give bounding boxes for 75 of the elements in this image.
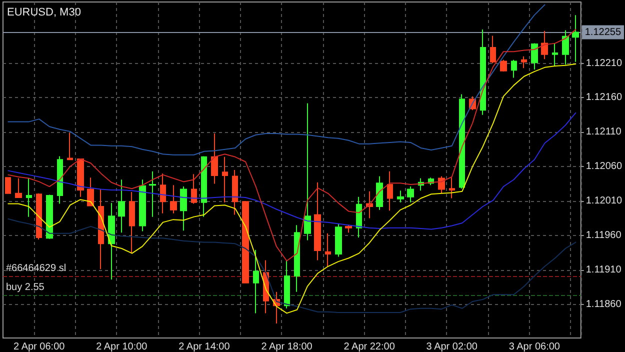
candlestick <box>438 176 445 194</box>
candlestick <box>397 190 404 203</box>
y-tick-label: 1.11860 <box>586 298 622 310</box>
candlestick <box>118 179 125 234</box>
candlestick <box>284 260 290 309</box>
candlestick <box>57 156 63 204</box>
y-tick-label: 1.11960 <box>586 230 622 241</box>
candlestick <box>294 224 300 292</box>
candlestick <box>304 102 311 241</box>
candlestick <box>191 174 197 204</box>
candlestick <box>201 156 207 218</box>
candlestick <box>26 178 32 218</box>
x-tick-label: 2 Apr 10:00 <box>96 342 148 352</box>
candlestick <box>366 190 373 219</box>
x-tick-label: 2 Apr 18:00 <box>261 342 313 352</box>
candlestick <box>170 184 177 214</box>
chart-title: EURUSD, M30 <box>7 6 81 18</box>
candlestick <box>314 182 321 261</box>
candlestick <box>490 35 496 64</box>
candlestick <box>449 177 455 199</box>
candlestick <box>253 249 259 314</box>
ref-line-label: buy 2.55 <box>6 282 45 293</box>
candlestick <box>376 176 383 210</box>
candlestick <box>222 156 228 203</box>
ref-line-label: 1.12255 <box>584 26 622 38</box>
candlestick <box>562 30 569 66</box>
y-tick-label: 1.12010 <box>586 195 622 206</box>
candlestick <box>459 94 465 190</box>
line-series <box>8 112 576 230</box>
candlestick <box>36 192 42 240</box>
candlestick <box>180 186 187 232</box>
y-tick-label: 1.12210 <box>586 58 622 69</box>
x-tick-label: 3 Apr 06:00 <box>508 342 560 352</box>
candlestick <box>160 172 166 214</box>
candlestick <box>5 177 11 194</box>
y-tick-label: 1.12110 <box>586 126 622 138</box>
candlestick <box>521 56 527 69</box>
y-tick-label: 1.11910 <box>586 264 622 276</box>
candlestick <box>335 223 342 258</box>
x-tick-label: 2 Apr 14:00 <box>178 342 230 352</box>
candlestick <box>552 42 558 67</box>
candlestick <box>108 202 115 280</box>
candlestick <box>129 192 135 254</box>
candlestick <box>407 186 414 203</box>
candlestick <box>15 178 22 198</box>
candlestick <box>356 196 362 238</box>
line-series <box>8 218 576 314</box>
candlestick <box>387 170 393 212</box>
candlestick <box>500 59 507 72</box>
candlestick <box>98 188 104 270</box>
line-series <box>8 4 546 156</box>
line-series <box>8 63 576 314</box>
x-tick-label: 2 Apr 22:00 <box>344 342 396 352</box>
candlestick <box>511 59 517 78</box>
candlestick <box>77 158 84 198</box>
candlestick <box>531 42 538 70</box>
candlestick <box>149 170 156 218</box>
candlestick <box>232 170 238 216</box>
ref-line-label: #66464629 sl <box>6 263 66 274</box>
x-tick-label: 2 Apr 06:00 <box>14 342 66 352</box>
candlestick <box>46 194 53 240</box>
line-series <box>8 29 576 262</box>
candlestick <box>480 29 486 116</box>
candlestick <box>541 30 548 60</box>
candlestick <box>325 232 331 267</box>
y-tick-label: 1.12160 <box>586 92 622 104</box>
candlestick <box>87 177 94 206</box>
candlestick <box>67 132 73 160</box>
candlestick <box>242 200 249 284</box>
x-tick-label: 3 Apr 02:00 <box>426 342 478 352</box>
y-tick-label: 1.12060 <box>586 161 622 172</box>
candlestick <box>139 179 146 232</box>
candlestick <box>345 224 352 234</box>
candlestick <box>211 133 218 184</box>
candlestick <box>572 14 579 62</box>
